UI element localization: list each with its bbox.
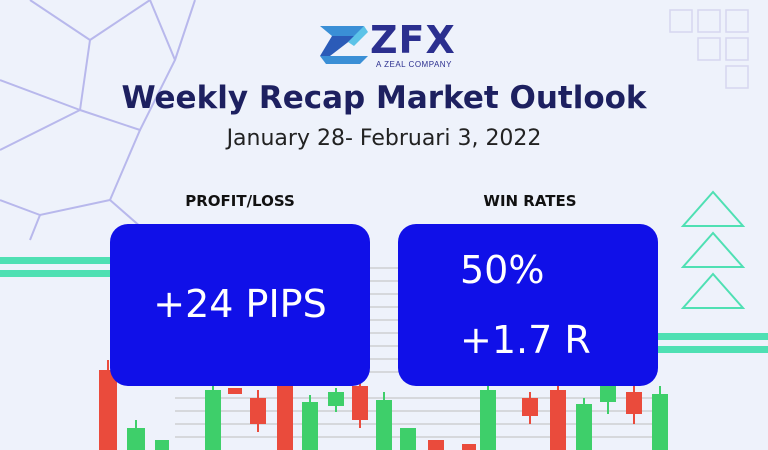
date-range: January 28- Februari 3, 2022 [226,126,542,151]
grid-squares-decoration [669,9,749,89]
win-rates-card: 50% +1.7 R [398,224,658,386]
win-rates-label: WIN RATES [483,192,577,210]
page-title: Weekly Recap Market Outlook [121,80,647,116]
brand-tagline: A ZEAL COMPANY [376,60,452,69]
teal-stripes-decoration [0,257,768,353]
zfx-logo-icon [320,26,368,64]
profit-loss-label: PROFIT/LOSS [185,192,295,210]
profit-loss-card: +24 PIPS [110,224,370,386]
win-rate-percent: 50% [460,248,545,292]
brand-logo: ZFX A ZEAL COMPANY [318,18,458,72]
candlesticks-decoration [99,360,668,450]
brand-name: ZFX [370,18,456,62]
win-rate-r-multiple: +1.7 R [460,318,591,362]
polygon-lines-decoration [0,0,196,241]
triangles-decoration [680,190,746,309]
profit-loss-value: +24 PIPS [153,282,327,326]
